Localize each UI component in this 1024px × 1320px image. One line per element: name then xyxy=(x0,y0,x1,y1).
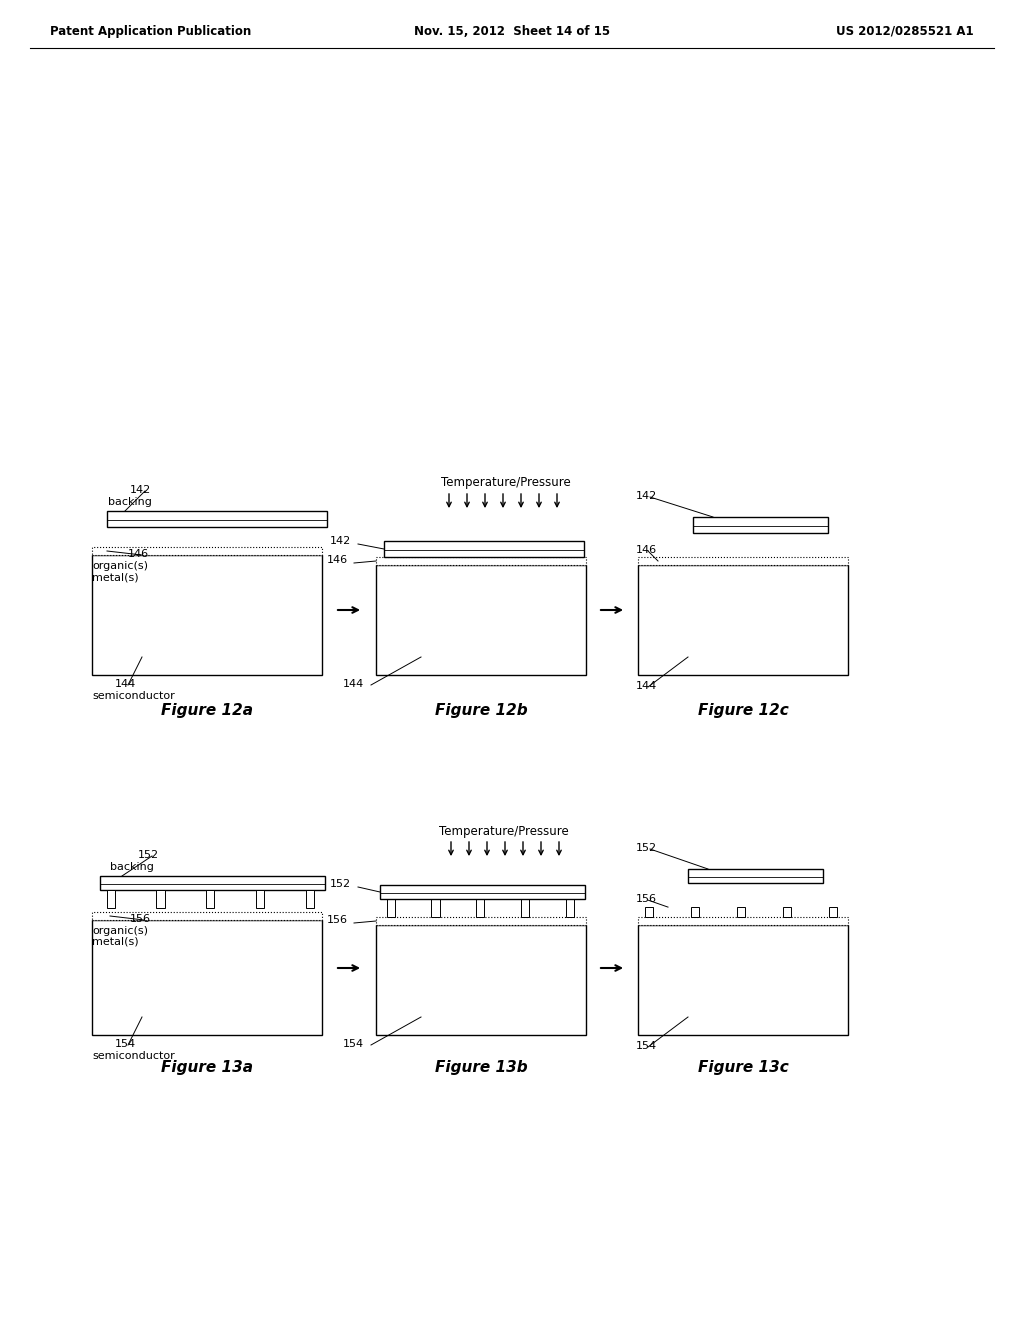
Bar xyxy=(380,884,585,899)
Bar xyxy=(92,920,322,1035)
Text: organic(s): organic(s) xyxy=(92,561,148,572)
Bar xyxy=(736,907,744,917)
Bar xyxy=(92,912,322,920)
Text: 146: 146 xyxy=(327,554,348,565)
Text: semiconductor: semiconductor xyxy=(92,1051,175,1061)
Text: 144: 144 xyxy=(115,678,136,689)
Text: Figure 12a: Figure 12a xyxy=(161,704,253,718)
Bar xyxy=(638,565,848,675)
Text: 154: 154 xyxy=(636,1041,657,1051)
Bar xyxy=(376,557,586,565)
Text: Nov. 15, 2012  Sheet 14 of 15: Nov. 15, 2012 Sheet 14 of 15 xyxy=(414,25,610,38)
Text: US 2012/0285521 A1: US 2012/0285521 A1 xyxy=(837,25,974,38)
Text: 146: 146 xyxy=(128,549,150,558)
Text: 142: 142 xyxy=(330,536,351,546)
Bar xyxy=(828,907,837,917)
Text: semiconductor: semiconductor xyxy=(92,690,175,701)
Bar xyxy=(92,554,322,675)
Text: 144: 144 xyxy=(343,678,364,689)
Text: Patent Application Publication: Patent Application Publication xyxy=(50,25,251,38)
Bar xyxy=(693,517,828,533)
Bar xyxy=(106,511,327,527)
Bar xyxy=(100,876,325,890)
Bar xyxy=(431,899,439,917)
Text: Figure 12b: Figure 12b xyxy=(434,704,527,718)
Text: 152: 152 xyxy=(330,879,351,888)
Text: 156: 156 xyxy=(636,894,657,904)
Text: Figure 13a: Figure 13a xyxy=(161,1060,253,1074)
Text: 152: 152 xyxy=(636,843,657,853)
Text: Figure 12c: Figure 12c xyxy=(697,704,788,718)
Bar xyxy=(376,565,586,675)
Bar xyxy=(565,899,573,917)
Text: Figure 13c: Figure 13c xyxy=(697,1060,788,1074)
Bar xyxy=(782,907,791,917)
Text: 142: 142 xyxy=(130,484,152,495)
Bar xyxy=(638,917,848,925)
Bar xyxy=(476,899,484,917)
Text: 156: 156 xyxy=(130,913,151,924)
Bar xyxy=(384,541,584,557)
Text: 154: 154 xyxy=(343,1039,364,1049)
Text: Temperature/Pressure: Temperature/Pressure xyxy=(439,825,569,838)
Bar xyxy=(305,890,314,908)
Bar xyxy=(638,925,848,1035)
Text: Figure 13b: Figure 13b xyxy=(434,1060,527,1074)
Text: 146: 146 xyxy=(636,545,657,554)
Bar xyxy=(644,907,653,917)
Text: backing: backing xyxy=(108,498,152,507)
Bar xyxy=(206,890,214,908)
Text: 142: 142 xyxy=(636,491,657,502)
Text: 156: 156 xyxy=(327,915,348,925)
Bar xyxy=(638,557,848,565)
Text: organic(s): organic(s) xyxy=(92,927,148,936)
Bar xyxy=(690,907,699,917)
Bar xyxy=(376,917,586,925)
Bar xyxy=(376,925,586,1035)
Text: 144: 144 xyxy=(636,681,657,690)
Text: backing: backing xyxy=(110,862,154,873)
Text: metal(s): metal(s) xyxy=(92,572,138,582)
Bar xyxy=(386,899,395,917)
Bar xyxy=(688,869,823,883)
Text: metal(s): metal(s) xyxy=(92,937,138,946)
Bar xyxy=(92,546,322,554)
Bar xyxy=(256,890,264,908)
Bar xyxy=(521,899,529,917)
Bar xyxy=(106,890,115,908)
Text: 154: 154 xyxy=(115,1039,136,1049)
Text: 152: 152 xyxy=(138,850,159,861)
Bar xyxy=(157,890,165,908)
Text: Temperature/Pressure: Temperature/Pressure xyxy=(441,477,570,488)
